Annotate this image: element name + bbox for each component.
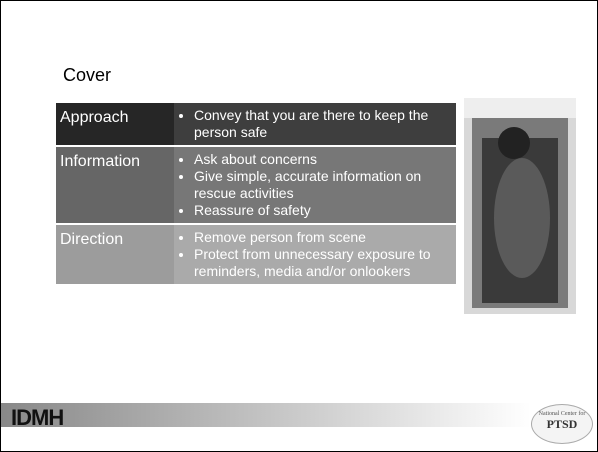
table-row: DirectionRemove person from sceneProtect… — [56, 225, 456, 284]
bullet-list: Convey that you are there to keep the pe… — [180, 107, 450, 141]
footer-bar — [1, 403, 531, 427]
table-row: InformationAsk about concernsGive simple… — [56, 147, 456, 223]
bullet: Ask about concerns — [194, 151, 450, 168]
slide-title: Cover — [63, 65, 112, 85]
logo-text: National Center for — [538, 411, 586, 417]
row-label: Direction — [56, 225, 174, 284]
table-row: Approach Convey that you are there to kee… — [56, 103, 456, 145]
left-logo: IDMH — [11, 405, 64, 430]
bullet-list: Ask about concernsGive simple, accurate … — [180, 151, 450, 219]
bullet: Reassure of safety — [194, 202, 450, 219]
bullet: Give simple, accurate information on res… — [194, 168, 450, 202]
bullet: Remove person from scene — [194, 229, 450, 246]
photo — [464, 98, 576, 314]
bullet: Protect from unnecessary exposure to rem… — [194, 246, 450, 280]
right-logo: National Center for PTSD — [531, 404, 593, 444]
row-content: Remove person from sceneProtect from unn… — [174, 225, 456, 284]
row-label: Approach — [56, 103, 174, 145]
bullet: Convey that you are there to keep the pe… — [194, 107, 450, 141]
logo-text: PTSD — [546, 417, 578, 431]
bullet-list: Remove person from sceneProtect from unn… — [180, 229, 450, 280]
table: Approach Convey that you are there to kee… — [56, 103, 456, 286]
row-content: Ask about concernsGive simple, accurate … — [174, 147, 456, 223]
row-content: Convey that you are there to keep the pe… — [174, 103, 456, 145]
row-label: Information — [56, 147, 174, 223]
